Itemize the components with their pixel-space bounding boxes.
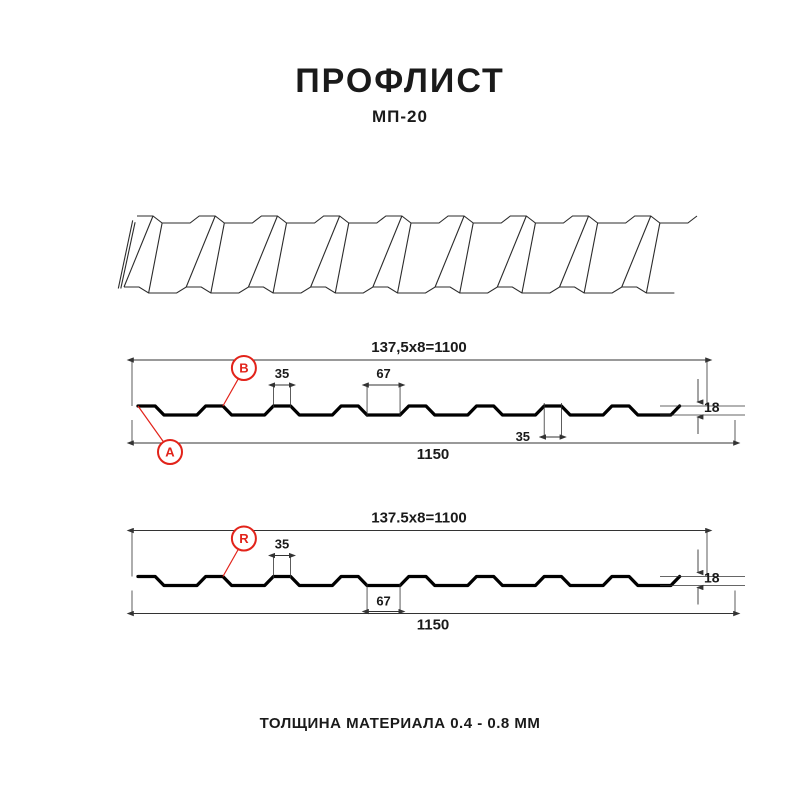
svg-text:1150: 1150 (417, 446, 450, 463)
svg-text:67: 67 (376, 594, 390, 609)
svg-text:137.5x8=1100: 137.5x8=1100 (371, 510, 467, 527)
svg-text:67: 67 (376, 366, 390, 381)
svg-text:137,5x8=1100: 137,5x8=1100 (371, 339, 467, 356)
svg-text:1150: 1150 (417, 617, 450, 634)
svg-text:B: B (239, 361, 248, 376)
svg-text:18: 18 (704, 570, 720, 586)
svg-text:A: A (165, 445, 175, 460)
svg-text:R: R (239, 531, 249, 546)
svg-text:35: 35 (516, 429, 530, 444)
svg-text:35: 35 (275, 366, 289, 381)
svg-text:18: 18 (704, 399, 720, 415)
svg-text:35: 35 (275, 537, 289, 552)
